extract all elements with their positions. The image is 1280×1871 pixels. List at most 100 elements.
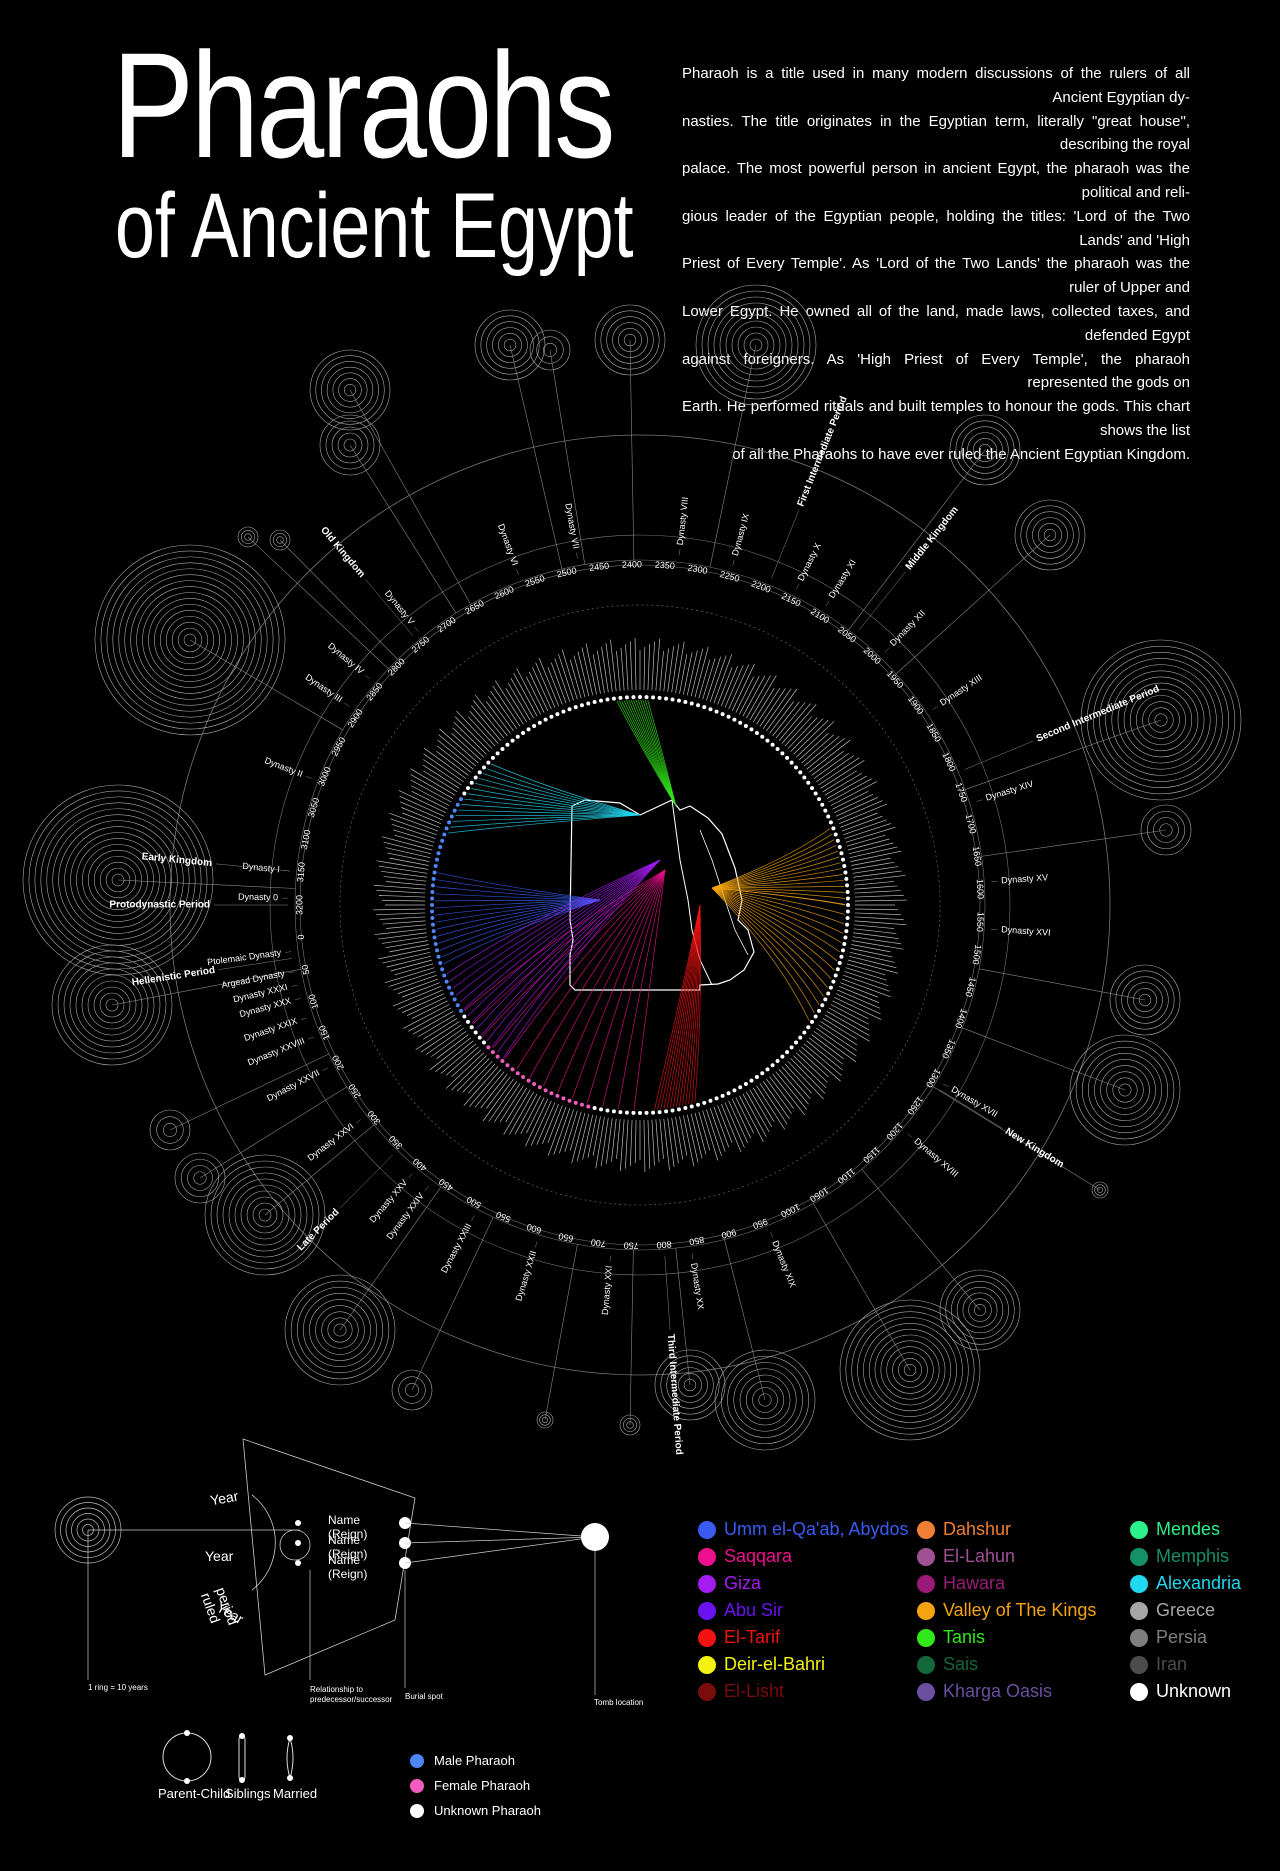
year-tick-label: 1700 (964, 813, 978, 835)
reign-ring (70, 832, 166, 928)
tomb-legend-label: Sais (943, 1654, 979, 1674)
tomb-legend-item: Dahshur (917, 1516, 1096, 1543)
pharaoh-dot (605, 697, 610, 702)
tomb-link (666, 904, 701, 1109)
tomb-legend-item: Greece (1130, 1597, 1241, 1624)
dynasty-label: Dynasty XXVIII (246, 1036, 306, 1068)
connector-line (117, 879, 296, 889)
name-mark (520, 1095, 541, 1134)
connector-line (349, 444, 457, 614)
name-mark (595, 1116, 605, 1169)
name-mark (605, 643, 613, 692)
tomb-legend-item: Abu Sir (698, 1597, 909, 1624)
name-mark (625, 644, 629, 691)
reign-ring (672, 1367, 708, 1403)
name-mark (840, 982, 878, 998)
name-mark (488, 696, 514, 732)
glyph-dot (184, 1730, 190, 1736)
period-label: Middle Kingdom (904, 504, 961, 572)
reign-ring (332, 372, 368, 408)
reign-ring (1014, 499, 1086, 571)
reign-ring (1123, 682, 1199, 758)
tomb-link (450, 814, 641, 828)
name-mark (472, 700, 505, 739)
year-tick-label: 350 (387, 1134, 405, 1152)
tomb-link (711, 887, 838, 962)
reign-ring (1121, 976, 1169, 1024)
pharaoh-dot (452, 997, 457, 1002)
tomb-link (711, 887, 842, 943)
reign-ring (142, 592, 238, 688)
name-mark (553, 1108, 571, 1155)
dynasty-label: Dynasty V (383, 588, 417, 626)
reign-ring (1106, 1071, 1144, 1109)
tomb-link (543, 869, 666, 1086)
reign-ring (160, 610, 220, 670)
name-mark (431, 1031, 467, 1057)
reign-ring (124, 574, 256, 706)
tomb-legend-label: El-Lisht (724, 1681, 785, 1701)
pharaoh-dot (785, 755, 790, 760)
reign-ring (1099, 658, 1223, 782)
name-mark (408, 1007, 452, 1032)
tomb-legend-item: Kharga Oasis (917, 1678, 1096, 1705)
connector-line (349, 389, 471, 605)
name-mark (516, 668, 541, 715)
reign-ring (87, 980, 137, 1030)
reign-ring-group (529, 329, 586, 565)
reign-ring (1117, 676, 1205, 764)
pharaoh-dot (526, 727, 531, 732)
tomb-legend-column: Mendes Memphis Alexandria Greece Persia Iran U… (1130, 1516, 1241, 1705)
year-tick-label: 2550 (524, 573, 546, 589)
year-tick-label: 1350 (940, 1038, 958, 1060)
name-mark (577, 651, 590, 697)
tomb-legend-item: Tanis (917, 1624, 1096, 1651)
connector-line (544, 1244, 578, 1421)
connector-line (812, 1203, 911, 1371)
name-mark (410, 779, 452, 803)
period-label: Old Kingdom (318, 525, 367, 580)
year-tick-label: 2650 (463, 598, 485, 616)
reign-ring (234, 1184, 296, 1246)
reign-ring (868, 1328, 952, 1412)
reign-ring-group (714, 1239, 816, 1451)
name-mark (467, 1063, 496, 1094)
tomb-link (455, 859, 661, 996)
name-mark (846, 963, 886, 976)
tomb-link (482, 869, 666, 1037)
reign-ring (600, 310, 660, 370)
pharaoh-dot (458, 797, 463, 802)
tomb-link (711, 887, 844, 934)
label-leader (796, 584, 800, 590)
reign-ring (398, 1376, 426, 1404)
name-mark (806, 737, 845, 770)
name-mark (769, 701, 794, 734)
reign-ring (863, 1323, 957, 1417)
pharaoh-dot (592, 1105, 597, 1110)
dynasty-label: Dynasty I (242, 861, 280, 875)
pharaoh-dot (490, 1050, 495, 1055)
name-mark (486, 701, 511, 734)
name-mark (820, 1021, 857, 1046)
dynasty-label: Dynasty XI (826, 558, 857, 600)
name-mark (634, 638, 637, 691)
tomb-caption: Tomb location (594, 1698, 644, 1707)
year-tick-label: 1450 (963, 976, 978, 998)
reign-ring (956, 1286, 1004, 1334)
reign-ring (130, 580, 250, 700)
pharaoh-dot (780, 751, 785, 756)
reign-ring-group (309, 349, 471, 605)
label-leader (344, 702, 350, 707)
reign-ring-group (237, 526, 389, 670)
name-mark (801, 1046, 841, 1082)
name-mark (530, 1100, 552, 1146)
pharaoh-dot (543, 717, 548, 722)
name-mark (381, 836, 433, 851)
dynasty-label: Dynasty II (263, 755, 304, 779)
year-tick-label: 1050 (808, 1185, 830, 1204)
name-mark (686, 1114, 699, 1163)
year-tick-label: 2300 (687, 563, 708, 576)
parent-child-glyph (162, 1732, 212, 1782)
name-mark (402, 812, 440, 828)
reign-ring (606, 316, 654, 364)
